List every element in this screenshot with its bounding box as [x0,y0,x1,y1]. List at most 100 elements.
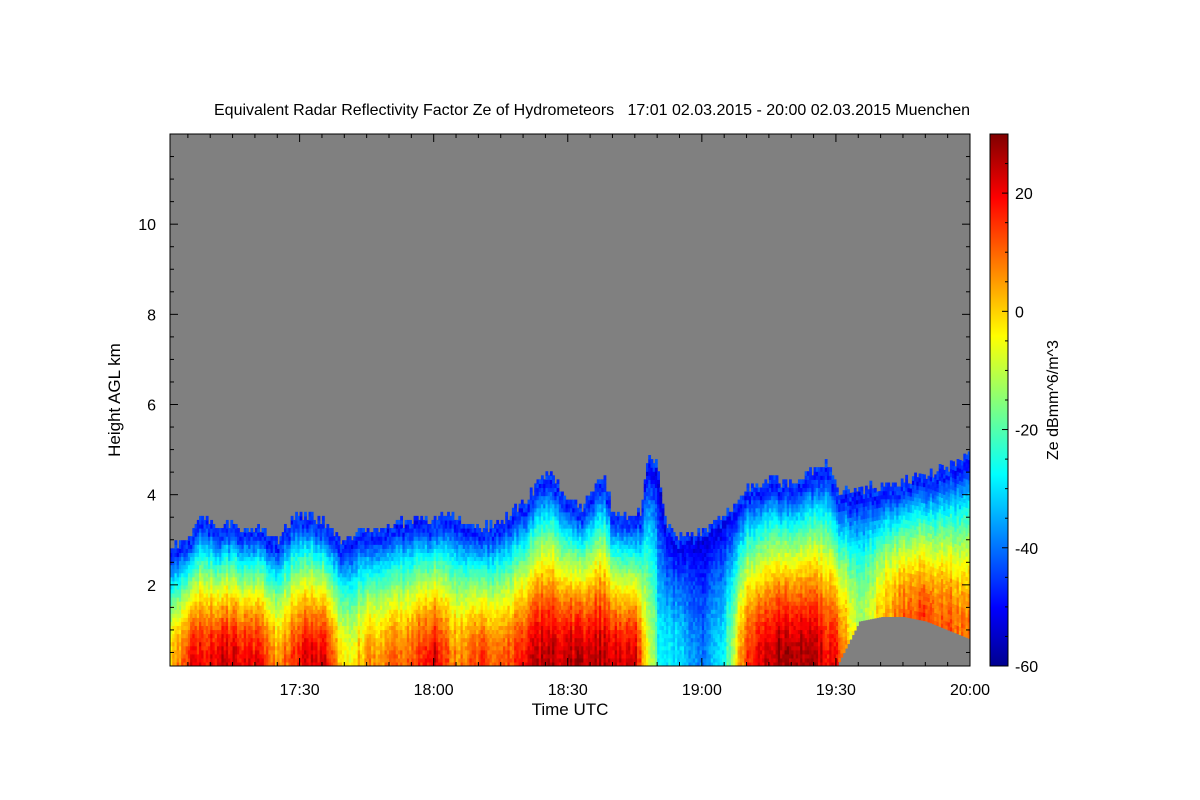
ze-cell [172,657,176,663]
ze-cell [178,641,182,647]
ze-cell [187,552,191,558]
ze-cell [181,560,184,566]
ze-cell [172,572,176,578]
ze-cell [183,605,187,610]
ze-cell [257,661,260,666]
ze-cell [210,605,214,610]
ze-cell [237,609,240,614]
ze-cell [170,548,173,553]
ze-cell [259,568,263,574]
ze-cell [201,588,205,594]
ze-cell [330,532,334,537]
ze-cell [268,649,272,655]
ze-cell [178,568,182,574]
ze-cell [181,556,184,562]
ze-cell [214,552,218,558]
ze-cell [199,633,202,639]
ze-cell [196,617,200,622]
ze-cell [216,580,220,586]
ze-cell [243,613,247,618]
ze-cell [225,560,229,566]
ze-cell [232,568,236,574]
ze-cell [239,609,243,614]
ze-cell [205,629,209,635]
ze-cell [201,560,205,566]
data-column [239,532,243,666]
ze-cell [194,633,198,639]
ze-cell [199,613,202,618]
ze-cell [192,633,196,639]
ze-cell [223,613,227,618]
ze-cell [225,592,229,598]
ze-cell [196,645,200,651]
ze-cell [201,548,205,553]
ze-cell [185,609,189,614]
ze-cell [225,617,229,622]
ze-cell [207,657,211,663]
ze-cell [228,540,231,545]
ze-cell [221,657,225,663]
ze-cell [187,661,191,666]
data-column [263,528,267,666]
ze-cell [225,653,229,659]
ze-cell [212,564,216,570]
ze-cell [223,617,227,622]
ze-cell [174,621,178,627]
ze-cell [228,560,231,566]
ze-cell [203,519,207,525]
ze-cell [178,580,182,586]
ze-cell [174,657,178,663]
ze-cell [310,511,314,517]
ze-cell [187,605,191,610]
ze-cell [266,568,269,574]
ze-cell [207,621,211,627]
ze-cell [266,588,269,594]
ze-cell [183,548,187,553]
ze-cell [248,592,252,598]
ze-cell [257,556,260,562]
ze-cell [243,548,247,553]
ze-cell [261,609,265,614]
ze-cell [176,592,180,598]
ze-cell [261,580,265,586]
ze-cell [207,552,211,558]
ze-cell [261,605,265,610]
ze-cell [248,540,252,545]
ze-cell [194,584,198,590]
ze-cell [275,540,278,545]
ze-cell [214,597,218,602]
ze-cell [230,633,234,639]
ze-cell [250,629,254,635]
ze-cell [261,588,265,594]
ze-cell [230,528,234,533]
ze-cell [176,633,180,639]
ze-cell [254,649,258,655]
ze-cell [176,560,180,566]
ze-cell [194,532,198,537]
ze-cell [176,617,180,622]
ze-cell [210,519,214,525]
ze-cell [259,605,263,610]
ze-cell [232,548,236,553]
ze-cell [268,657,272,663]
ze-cell [223,544,227,549]
ze-cell [199,528,202,533]
ze-cell [196,568,200,574]
ze-cell [214,649,218,655]
ze-cell [207,625,211,631]
ze-cell [270,576,274,582]
ze-cell [187,613,191,618]
ze-cell [239,552,243,558]
ze-cell [234,641,238,647]
ze-cell [201,605,205,610]
ze-cell [178,597,182,602]
ze-cell [239,556,243,562]
ze-cell [451,511,455,517]
ze-cell [239,625,243,631]
ze-cell [183,625,187,631]
ze-cell [252,556,256,562]
ze-cell [181,584,184,590]
ze-cell [243,601,247,606]
ze-cell [207,568,211,574]
